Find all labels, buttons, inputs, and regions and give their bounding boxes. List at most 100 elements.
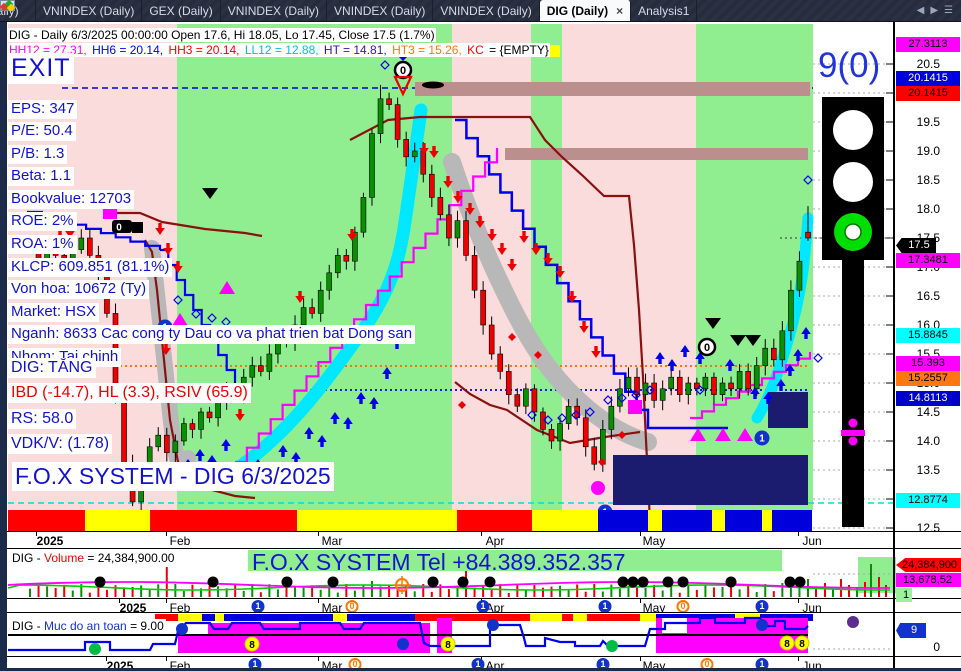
price-badge: 20.1415	[896, 71, 960, 86]
date-label: Jun	[802, 601, 822, 615]
info-label: Bookvalue: 12703	[8, 190, 135, 209]
axis-tick	[318, 657, 319, 661]
indicator-token: KC	[466, 43, 489, 57]
axis-marker-1: 1	[251, 600, 265, 613]
rs-label: RS: 58.0	[8, 409, 77, 429]
fox-tel-watermark: F.O.X SYSTEM Tel +84.389.352.357	[252, 549, 626, 575]
date-label: 2025	[36, 534, 64, 548]
safety-badge: 9	[896, 623, 926, 638]
tab-label: VNINDEX (Daily)	[334, 3, 426, 18]
date-label: Mar	[321, 534, 343, 548]
info-label: Market: HSX	[8, 303, 100, 322]
safety-date-axis[interactable]: 2025 Feb Mar Apr May Jun 1 0 1 1 0 1	[0, 656, 961, 671]
tab-list-icon[interactable]: ☰	[944, 5, 953, 16]
price-tick-label: 13.5	[916, 463, 940, 477]
price-tick-label: 14.0	[916, 434, 940, 448]
tab-dig-daily-[interactable]: DIG (Daily) ×	[0, 0, 632, 21]
axis-tick	[318, 532, 319, 536]
price-tick-label: 18.0	[916, 202, 940, 216]
tab-vnindex-daily-[interactable]: VNINDEX (Daily)	[0, 0, 328, 21]
axis-tick	[798, 657, 799, 661]
tab-vnindex-daily-[interactable]: VNINDEX (Daily)	[0, 0, 434, 21]
date-label: Jun	[802, 534, 822, 548]
date-label: Feb	[169, 601, 191, 615]
chart-title: DIG - Daily 6/3/2025 00:00:00 Open 17.6,…	[8, 28, 436, 42]
main-date-axis[interactable]: 2025 Feb Mar Apr May Jun	[0, 531, 961, 548]
axis-tick	[640, 532, 641, 536]
svg-text:1: 1	[759, 434, 765, 445]
axis-marker-1: 1	[248, 658, 262, 671]
price-tick-label: 19.0	[916, 144, 940, 158]
tab-analysis1[interactable]: Analysis1	[0, 0, 698, 21]
info-label: Von hoa: 10672 (Ty)	[8, 280, 150, 299]
axis-marker-1: 1	[596, 658, 610, 671]
trend-label: DIG: TĂNG	[8, 358, 96, 378]
tab-vnindex-daily-[interactable]: VNINDEX (Daily)	[0, 0, 143, 21]
price-badge: 27.3113	[896, 37, 960, 52]
indicator-token: HT = 14.81,	[322, 43, 392, 57]
svg-text:0: 0	[400, 65, 406, 77]
svg-text:8: 8	[445, 640, 451, 651]
info-label: EPS: 347	[8, 100, 78, 119]
tab-label: VNINDEX (Daily)	[440, 3, 532, 18]
svg-text:8: 8	[799, 639, 805, 650]
volume-chart-canvas[interactable]	[0, 549, 961, 613]
date-label: Feb	[169, 534, 191, 548]
tab-label: DIG (Daily)	[546, 3, 609, 18]
volume-pane[interactable]: F.O.X SYSTEM Tel +84.389.352.357 DIG - V…	[0, 548, 961, 615]
tab-gex-daily-[interactable]: GEX (Daily)	[0, 0, 221, 21]
tab-label: Analysis1	[638, 3, 690, 18]
indicator-values-row: HH12 = 27.31, HH6 = 20.14, HH3 = 20.14, …	[8, 43, 560, 57]
price-tick-label: 20.5	[916, 57, 940, 71]
price-badge: 14.8113	[896, 391, 960, 406]
volume-date-axis[interactable]: 2025 Feb Mar Apr May Jun 1 0 1 1 0 1	[0, 598, 961, 615]
analysis-icon	[0, 0, 15, 11]
axis-tick	[119, 599, 120, 603]
axis-tick	[166, 599, 167, 603]
main-chart-pane[interactable]: 111000 DIG - Daily 6/3/2025 00:00:00 Ope…	[0, 22, 961, 548]
indicator-token: LL12 = 12.88,	[243, 43, 323, 57]
window-left-border	[0, 22, 7, 671]
axis-tick	[481, 532, 482, 536]
volume-badge: 24,384,900	[896, 558, 961, 572]
ibd-stats-label: IBD (-14.7), HL (3.3), RSIV (65.9)	[8, 383, 251, 403]
axis-tick	[166, 532, 167, 536]
tab-scroll-right-icon[interactable]: ▶	[930, 5, 939, 16]
price-badge: 12.8774	[896, 493, 960, 508]
indicator-token: HT3 = 15.26,	[391, 43, 467, 57]
volume-title: DIG - Volume = 24,384,900.00	[10, 551, 177, 565]
price-badge: 15.8845	[896, 328, 960, 343]
price-badge: 15.393	[896, 356, 960, 371]
date-label: May	[642, 601, 666, 615]
axis-tick	[36, 532, 37, 536]
price-badge: 15.2557	[896, 371, 960, 386]
chart-tab-bar: (Daily)VNINDEX (Daily)GEX (Daily)VNINDEX…	[0, 0, 961, 22]
svg-text:0: 0	[116, 223, 122, 234]
info-label: P/B: 1.3	[8, 145, 68, 164]
tab-close-icon[interactable]: ×	[616, 3, 624, 18]
price-tick-label: 18.5	[916, 173, 940, 187]
tab-vnindex-daily-[interactable]: VNINDEX (Daily)	[0, 0, 540, 21]
volume-badge: 1	[896, 588, 912, 602]
indicator-token: HH6 = 20.14,	[91, 43, 168, 57]
info-label: Nganh: 8633 Cac cong ty Dau co va phat t…	[8, 325, 416, 344]
tab-label: VNINDEX (Daily)	[43, 3, 135, 18]
axis-tick	[798, 599, 799, 603]
fox-system-watermark: F.O.X SYSTEM - DIG 6/3/2025	[12, 462, 334, 491]
axis-tick	[798, 532, 799, 536]
window-bottom-border	[0, 668, 961, 671]
tab-scroll-left-icon[interactable]: ◀	[916, 5, 925, 16]
tab-nav-controls: ◀ ▶ ☰	[909, 0, 961, 21]
price-tick-label: 16.5	[916, 289, 940, 303]
axis-marker-1: 1	[755, 658, 769, 671]
vdk-label: VDK/V: (1.78)	[8, 434, 113, 454]
svg-text:8: 8	[784, 639, 790, 650]
indicator-token: = {EMPTY}	[488, 43, 550, 57]
axis-tick	[318, 599, 319, 603]
axis-tick	[640, 657, 641, 661]
date-label: 2025	[119, 601, 147, 615]
price-tick-label: 12.5	[916, 521, 940, 535]
